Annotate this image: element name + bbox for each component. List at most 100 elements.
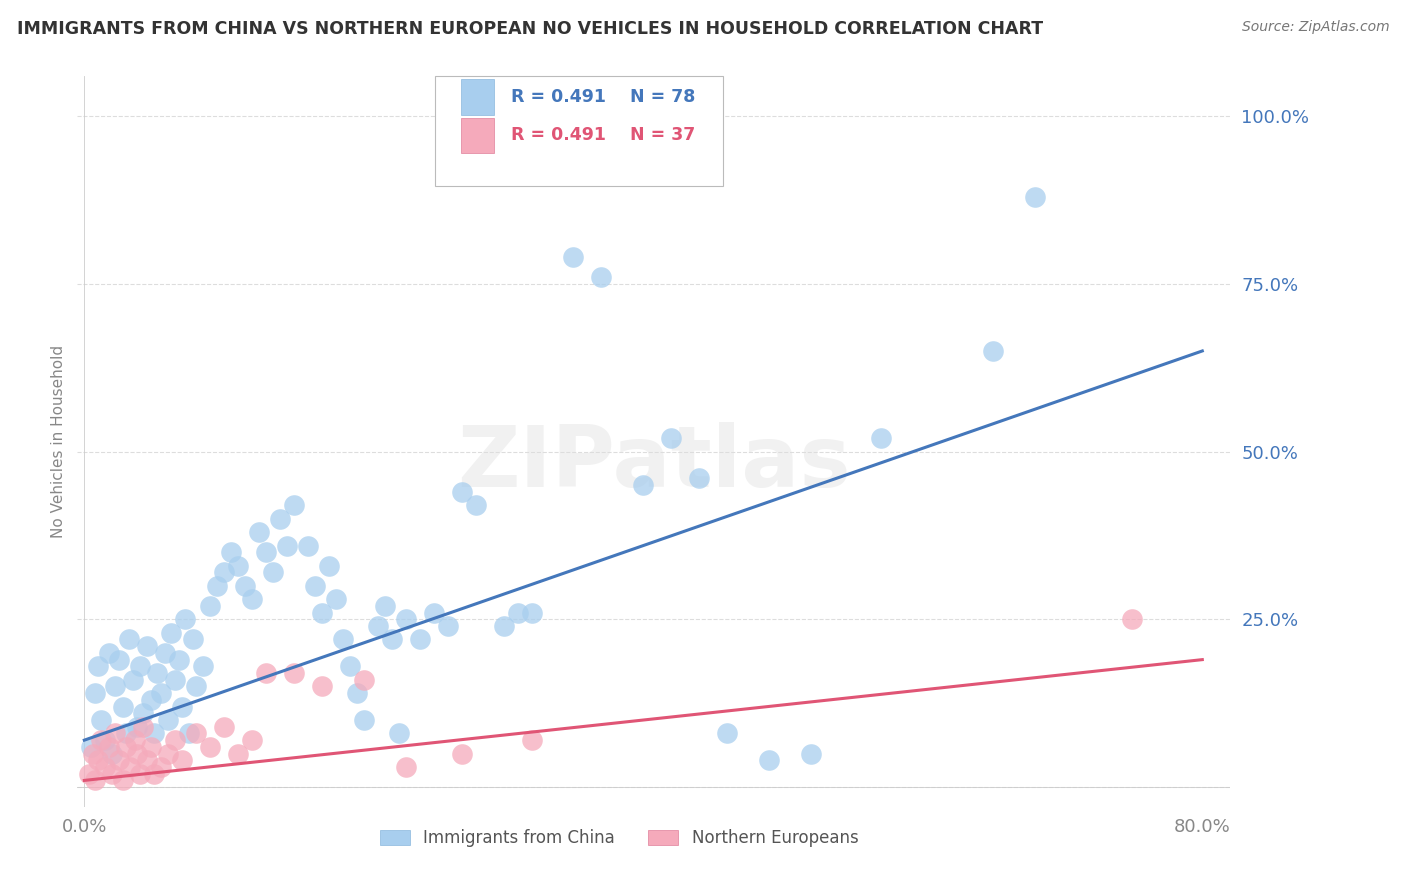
Point [520, 606, 543, 620]
Point [422, 606, 444, 620]
Text: IMMIGRANTS FROM CHINA VS NORTHERN EUROPEAN NO VEHICLES IN HOUSEHOLD CORRELATION : IMMIGRANTS FROM CHINA VS NORTHERN EUROPE… [17, 20, 1043, 37]
Point [90, 713, 112, 727]
Point [332, 632, 354, 647]
Point [240, 592, 263, 607]
Point [381, 632, 404, 647]
Point [346, 686, 368, 700]
Text: R = 0.491    N = 78: R = 0.491 N = 78 [510, 88, 695, 106]
Point [84, 773, 107, 788]
Point [108, 753, 131, 767]
Point [870, 431, 893, 445]
Legend: Immigrants from China, Northern Europeans: Immigrants from China, Northern European… [373, 822, 865, 854]
Point [198, 599, 221, 613]
Point [90, 733, 112, 747]
Point [136, 639, 159, 653]
Point [80, 739, 103, 754]
Point [94, 760, 117, 774]
Point [98, 646, 121, 660]
Point [339, 659, 361, 673]
Point [395, 760, 418, 774]
Point [311, 606, 333, 620]
Point [94, 733, 117, 747]
Point [436, 619, 458, 633]
FancyBboxPatch shape [461, 79, 494, 114]
Point [77, 766, 100, 780]
Point [283, 498, 305, 512]
Point [520, 733, 543, 747]
Point [124, 733, 146, 747]
Point [353, 713, 375, 727]
Point [240, 733, 263, 747]
Point [318, 558, 340, 573]
Point [191, 659, 214, 673]
Point [122, 673, 145, 687]
Point [179, 726, 201, 740]
Point [633, 478, 655, 492]
Point [98, 739, 121, 754]
Point [198, 739, 221, 754]
Point [169, 652, 191, 666]
Point [157, 747, 180, 761]
Point [981, 343, 1004, 358]
Point [112, 699, 135, 714]
Point [219, 545, 242, 559]
Point [101, 747, 124, 761]
Point [247, 525, 270, 540]
Point [87, 659, 110, 673]
Point [184, 680, 207, 694]
Point [304, 579, 326, 593]
Point [353, 673, 375, 687]
Point [325, 592, 347, 607]
Point [101, 766, 124, 780]
Point [132, 720, 155, 734]
Point [165, 673, 187, 687]
Point [174, 612, 197, 626]
Point [160, 625, 183, 640]
Point [150, 760, 173, 774]
Point [184, 726, 207, 740]
Point [374, 599, 396, 613]
Point [506, 606, 529, 620]
FancyBboxPatch shape [461, 118, 494, 153]
Point [233, 579, 256, 593]
Point [562, 250, 585, 264]
Point [157, 713, 180, 727]
Point [129, 766, 152, 780]
Point [172, 699, 194, 714]
Point [150, 686, 173, 700]
Point [212, 566, 235, 580]
Point [118, 632, 141, 647]
Point [165, 733, 187, 747]
Point [141, 693, 163, 707]
Y-axis label: No Vehicles in Household: No Vehicles in Household [51, 345, 66, 538]
Point [492, 619, 515, 633]
Point [87, 753, 110, 767]
Point [155, 646, 177, 660]
Point [127, 720, 149, 734]
Point [269, 512, 291, 526]
Point [172, 753, 194, 767]
Point [115, 739, 138, 754]
Text: R = 0.491    N = 37: R = 0.491 N = 37 [510, 126, 695, 145]
Point [1024, 189, 1046, 203]
Point [311, 680, 333, 694]
Point [120, 760, 142, 774]
Point [297, 539, 319, 553]
Point [254, 666, 277, 681]
Point [388, 726, 411, 740]
Point [1121, 612, 1143, 626]
FancyBboxPatch shape [434, 76, 723, 186]
Point [84, 686, 107, 700]
Point [205, 579, 228, 593]
Point [395, 612, 418, 626]
Point [367, 619, 389, 633]
Point [108, 652, 131, 666]
Point [129, 659, 152, 673]
Point [758, 753, 780, 767]
Point [115, 726, 138, 740]
Point [800, 747, 823, 761]
Point [226, 558, 249, 573]
Point [132, 706, 155, 721]
Point [136, 753, 159, 767]
Point [450, 484, 472, 499]
